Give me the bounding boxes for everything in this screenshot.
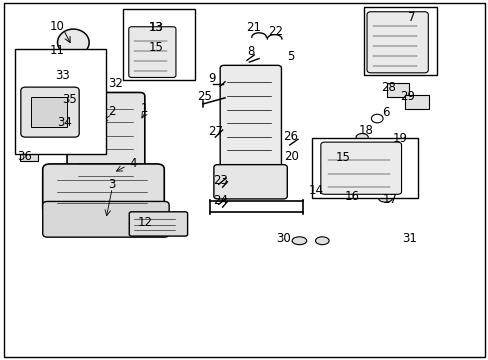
Text: 10: 10 xyxy=(50,20,64,33)
FancyBboxPatch shape xyxy=(129,212,187,236)
Text: 14: 14 xyxy=(308,184,323,197)
Text: 23: 23 xyxy=(212,174,227,186)
Text: 11: 11 xyxy=(50,44,65,57)
Text: 36: 36 xyxy=(17,149,32,163)
Text: 13: 13 xyxy=(148,21,163,33)
Text: 26: 26 xyxy=(283,130,298,143)
Text: 33: 33 xyxy=(55,69,69,82)
Text: 16: 16 xyxy=(344,190,359,203)
Ellipse shape xyxy=(355,134,367,141)
Bar xyxy=(404,95,428,109)
Text: 35: 35 xyxy=(62,93,77,106)
Text: 30: 30 xyxy=(275,233,290,246)
Ellipse shape xyxy=(291,237,306,245)
Text: 25: 25 xyxy=(197,90,212,103)
Text: 5: 5 xyxy=(286,50,294,63)
Bar xyxy=(311,138,417,198)
Text: 3: 3 xyxy=(108,178,116,191)
Circle shape xyxy=(371,114,382,123)
Bar xyxy=(363,7,436,75)
FancyBboxPatch shape xyxy=(366,12,427,73)
FancyBboxPatch shape xyxy=(220,65,281,173)
Text: 29: 29 xyxy=(400,90,414,103)
FancyBboxPatch shape xyxy=(42,202,169,237)
FancyBboxPatch shape xyxy=(320,142,401,194)
Ellipse shape xyxy=(58,29,89,56)
Text: 19: 19 xyxy=(392,132,407,145)
Text: 6: 6 xyxy=(381,106,388,120)
Text: 17: 17 xyxy=(382,193,397,206)
Bar xyxy=(15,49,106,154)
FancyBboxPatch shape xyxy=(42,164,164,214)
Bar xyxy=(20,152,38,161)
Bar xyxy=(386,83,408,97)
Text: 20: 20 xyxy=(284,149,299,163)
Ellipse shape xyxy=(378,195,391,202)
FancyBboxPatch shape xyxy=(21,87,79,137)
Text: 32: 32 xyxy=(108,77,123,90)
Text: 2: 2 xyxy=(108,104,116,118)
FancyBboxPatch shape xyxy=(67,93,144,187)
Text: 21: 21 xyxy=(245,21,260,33)
Text: 34: 34 xyxy=(57,116,72,129)
Text: 7: 7 xyxy=(407,11,415,24)
Text: 22: 22 xyxy=(267,24,283,37)
Text: 13: 13 xyxy=(148,21,163,33)
Text: 12: 12 xyxy=(137,216,152,229)
Text: 9: 9 xyxy=(208,72,216,85)
Text: 18: 18 xyxy=(358,124,373,137)
Text: 24: 24 xyxy=(212,194,227,207)
Text: 4: 4 xyxy=(129,157,136,170)
Text: 8: 8 xyxy=(246,45,254,58)
Text: 27: 27 xyxy=(207,125,223,138)
Ellipse shape xyxy=(315,237,328,245)
Text: 15: 15 xyxy=(148,41,163,54)
Text: 15: 15 xyxy=(335,150,350,164)
Bar xyxy=(30,97,67,127)
FancyBboxPatch shape xyxy=(128,27,176,77)
Bar xyxy=(122,9,195,80)
Text: 28: 28 xyxy=(381,81,396,94)
Text: 31: 31 xyxy=(402,233,416,246)
Text: 1: 1 xyxy=(141,102,148,115)
FancyBboxPatch shape xyxy=(213,165,287,199)
